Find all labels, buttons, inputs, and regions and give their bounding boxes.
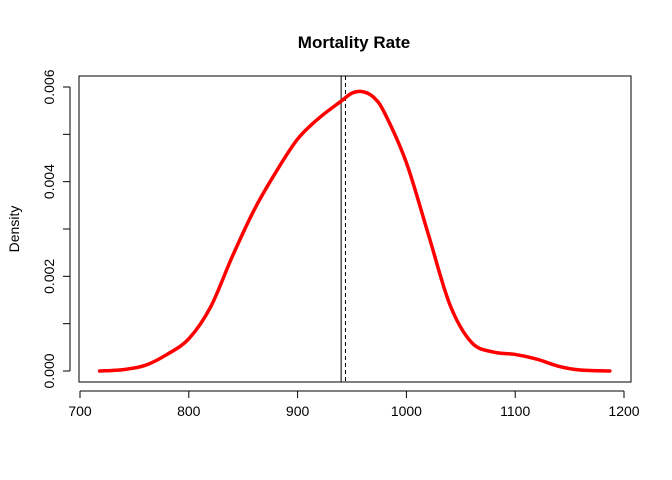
- y-tick-label: 0.002: [41, 259, 57, 294]
- x-tick-label: 1100: [500, 403, 530, 419]
- x-tick-label: 700: [68, 403, 92, 419]
- density-curve: [97, 89, 612, 373]
- x-tick-label: 800: [177, 403, 201, 419]
- x-tick-label: 900: [286, 403, 310, 419]
- y-axis: 0.000 0.002 0.004 0.006: [41, 69, 71, 389]
- y-tick-label: 0.006: [41, 69, 57, 104]
- y-axis-label: Density: [6, 206, 22, 253]
- x-tick-label: 1200: [608, 403, 639, 419]
- y-tick-label: 0.000: [41, 353, 57, 388]
- x-axis: 700 800 900 1000 1100 1200: [68, 390, 640, 419]
- density-series: [97, 89, 612, 373]
- y-tick-label: 0.004: [41, 164, 57, 199]
- chart-title: Mortality Rate: [298, 33, 410, 52]
- plot-frame: [78, 75, 632, 383]
- x-tick-label: 1000: [391, 403, 422, 419]
- reference-lines: [340, 76, 346, 382]
